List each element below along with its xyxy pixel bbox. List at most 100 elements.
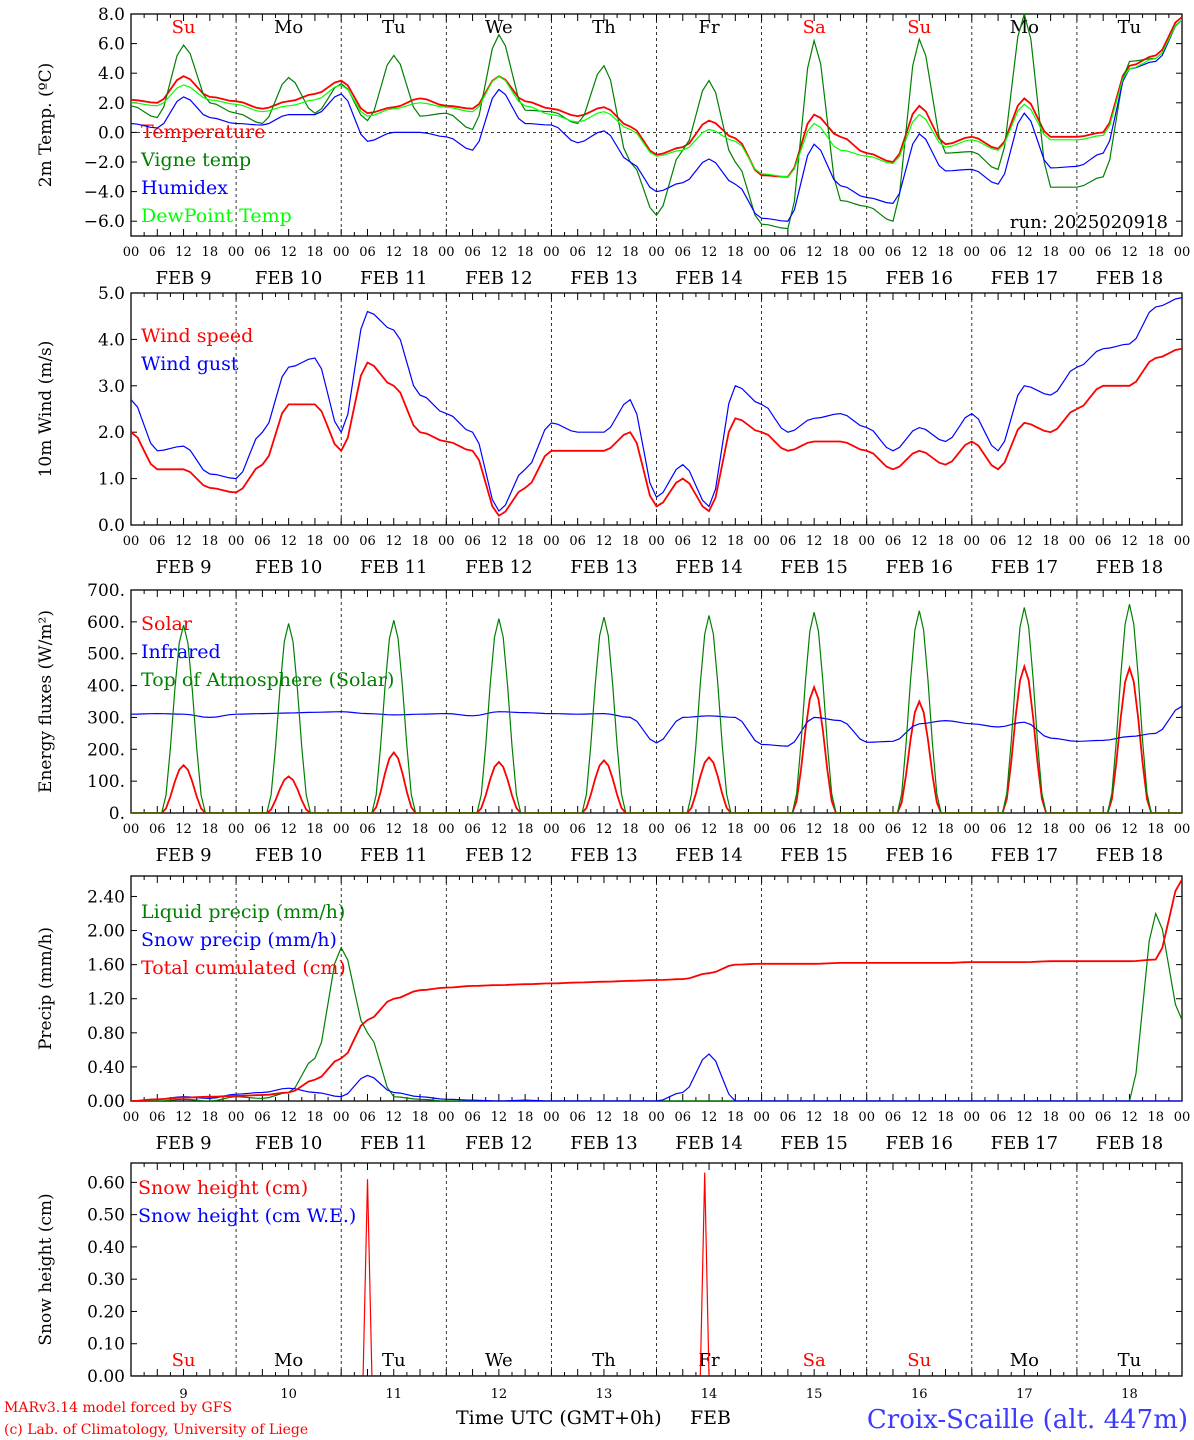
hour-tick-label: 12 [280,534,297,549]
hour-tick-label: 06 [675,534,692,549]
legend-entry: Temperature [141,121,265,143]
legend-entry: Snow precip (mm/h) [141,929,337,951]
hour-tick-label: 00 [964,245,981,260]
hour-tick-label: 06 [780,534,797,549]
hour-tick-label: 06 [990,245,1007,260]
hour-tick-label: 12 [1121,245,1138,260]
weekday-label: Su [907,17,931,38]
y-axis-label: Energy fluxes (W/m²) [36,610,56,793]
hour-tick-label: 06 [885,245,902,260]
hour-tick-label: 12 [385,1110,402,1125]
hour-tick-label: 12 [175,1110,192,1125]
y-tick-label: 8.0 [98,5,125,25]
y-tick-label: 2.0 [98,423,125,443]
y-tick-label: 0.40 [87,1238,125,1258]
y-tick-label: 0.0 [98,516,125,536]
hour-tick-label: 18 [832,245,849,260]
date-label: FEB 14 [675,268,742,289]
hour-tick-label: 06 [254,534,271,549]
date-label: FEB 9 [156,1133,212,1154]
y-tick-label: −4.0 [84,183,125,203]
hour-tick-label: 00 [753,534,770,549]
date-label: FEB 13 [570,268,637,289]
hour-tick-label: 00 [858,245,875,260]
y-tick-label: 0.80 [87,1024,125,1044]
hour-tick-label: 18 [832,822,849,837]
date-label: FEB 11 [360,1133,427,1154]
date-label: FEB 16 [886,557,953,578]
weekday-label: Fr [699,17,720,38]
date-label: FEB 13 [570,557,637,578]
hour-tick-label: 12 [491,822,508,837]
date-label: FEB 18 [1096,557,1163,578]
hour-tick-label: 18 [937,534,954,549]
date-label: FEB 13 [570,845,637,866]
hour-tick-label: 00 [648,822,665,837]
hour-tick-label: 00 [333,822,350,837]
y-tick-label: 2.0 [98,94,125,114]
hour-tick-label: 12 [491,1110,508,1125]
run-annotation: run: 2025020918 [1010,212,1168,233]
weekday-label: Tu [1118,1350,1142,1371]
day-number-label: 13 [596,1387,613,1402]
hour-tick-label: 06 [254,822,271,837]
hour-tick-label: 12 [806,822,823,837]
day-number-label: 10 [280,1387,297,1402]
hour-tick-label: 12 [280,1110,297,1125]
hour-tick-label: 18 [622,245,639,260]
hour-tick-label: 06 [569,822,586,837]
y-tick-label: −2.0 [84,153,125,173]
hour-tick-label: 12 [280,822,297,837]
hour-tick-label: 00 [228,534,245,549]
hour-tick-label: 18 [412,1110,429,1125]
date-label: FEB 11 [360,268,427,289]
hour-tick-label: 06 [569,1110,586,1125]
weekday-label: Mo [274,1350,303,1371]
hour-tick-label: 18 [202,534,219,549]
day-number-label: 16 [911,1387,928,1402]
y-axis-label: 2m Temp. (ºC) [36,63,56,188]
series-line [131,911,1182,1101]
hour-tick-label: 18 [412,822,429,837]
date-label: FEB 12 [465,268,532,289]
y-tick-label: 300. [87,708,125,728]
hour-tick-label: 06 [149,1110,166,1125]
date-label: FEB 17 [991,557,1058,578]
hour-tick-label: 00 [964,1110,981,1125]
legend-entry: Wind speed [141,325,253,347]
date-label: FEB 15 [780,845,847,866]
hour-tick-label: 12 [385,245,402,260]
hour-tick-label: 06 [1095,245,1112,260]
hour-tick-label: 00 [858,1110,875,1125]
hour-tick-label: 00 [1069,245,1086,260]
y-tick-label: 100. [87,772,125,792]
date-label: FEB 10 [255,1133,322,1154]
hour-tick-label: 00 [753,1110,770,1125]
legend-entry: Humidex [141,177,228,199]
hour-tick-label: 06 [464,534,481,549]
hour-tick-label: 00 [753,245,770,260]
month-label: FEB [690,1407,731,1429]
y-tick-label: −6.0 [84,212,125,232]
hour-tick-label: 18 [937,822,954,837]
hour-tick-label: 06 [885,534,902,549]
y-axis-label: Snow height (cm) [36,1193,56,1345]
series-line [131,878,1182,1101]
hour-tick-label: 00 [648,1110,665,1125]
hour-tick-label: 06 [990,534,1007,549]
date-label: FEB 13 [570,1133,637,1154]
day-number-label: 15 [806,1387,823,1402]
weekday-label: Sa [803,1350,826,1371]
hour-tick-label: 06 [359,245,376,260]
hour-tick-label: 18 [517,534,534,549]
date-label: FEB 16 [886,1133,953,1154]
weekday-label: We [485,17,513,38]
y-tick-label: 0.40 [87,1058,125,1078]
y-tick-label: 2.40 [87,887,125,907]
hour-tick-label: 18 [622,534,639,549]
date-label: FEB 11 [360,557,427,578]
legend-entry: Total cumulated (cm) [141,957,346,979]
hour-tick-label: 06 [990,822,1007,837]
hour-tick-label: 00 [964,534,981,549]
hour-tick-label: 18 [307,245,324,260]
